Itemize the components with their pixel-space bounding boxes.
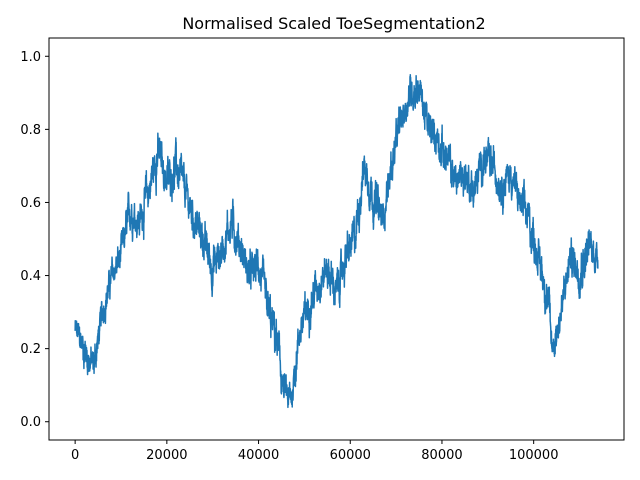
x-tick-label: 20000 bbox=[146, 448, 187, 463]
chart-title: Normalised Scaled ToeSegmentation2 bbox=[182, 14, 485, 33]
x-tick-label: 80000 bbox=[421, 448, 462, 463]
y-tick-label: 0.6 bbox=[20, 196, 41, 211]
x-tick-label: 0 bbox=[71, 448, 79, 463]
y-tick-label: 0.0 bbox=[20, 415, 41, 430]
data-line bbox=[74, 73, 599, 409]
y-tick-label: 0.8 bbox=[20, 123, 41, 138]
x-tick-label: 60000 bbox=[330, 448, 371, 463]
y-tick-label: 1.0 bbox=[20, 50, 41, 65]
axes-frame bbox=[48, 37, 625, 441]
y-tick-label: 0.2 bbox=[20, 342, 41, 357]
plot-area bbox=[74, 73, 599, 409]
x-axis: 0 20000 40000 60000 80000 100000 bbox=[71, 440, 558, 463]
y-axis: 0.0 0.2 0.4 0.6 0.8 1.0 bbox=[20, 50, 49, 430]
x-tick-label: 100000 bbox=[509, 448, 559, 463]
y-tick-label: 0.4 bbox=[20, 269, 41, 284]
x-tick-label: 40000 bbox=[238, 448, 279, 463]
